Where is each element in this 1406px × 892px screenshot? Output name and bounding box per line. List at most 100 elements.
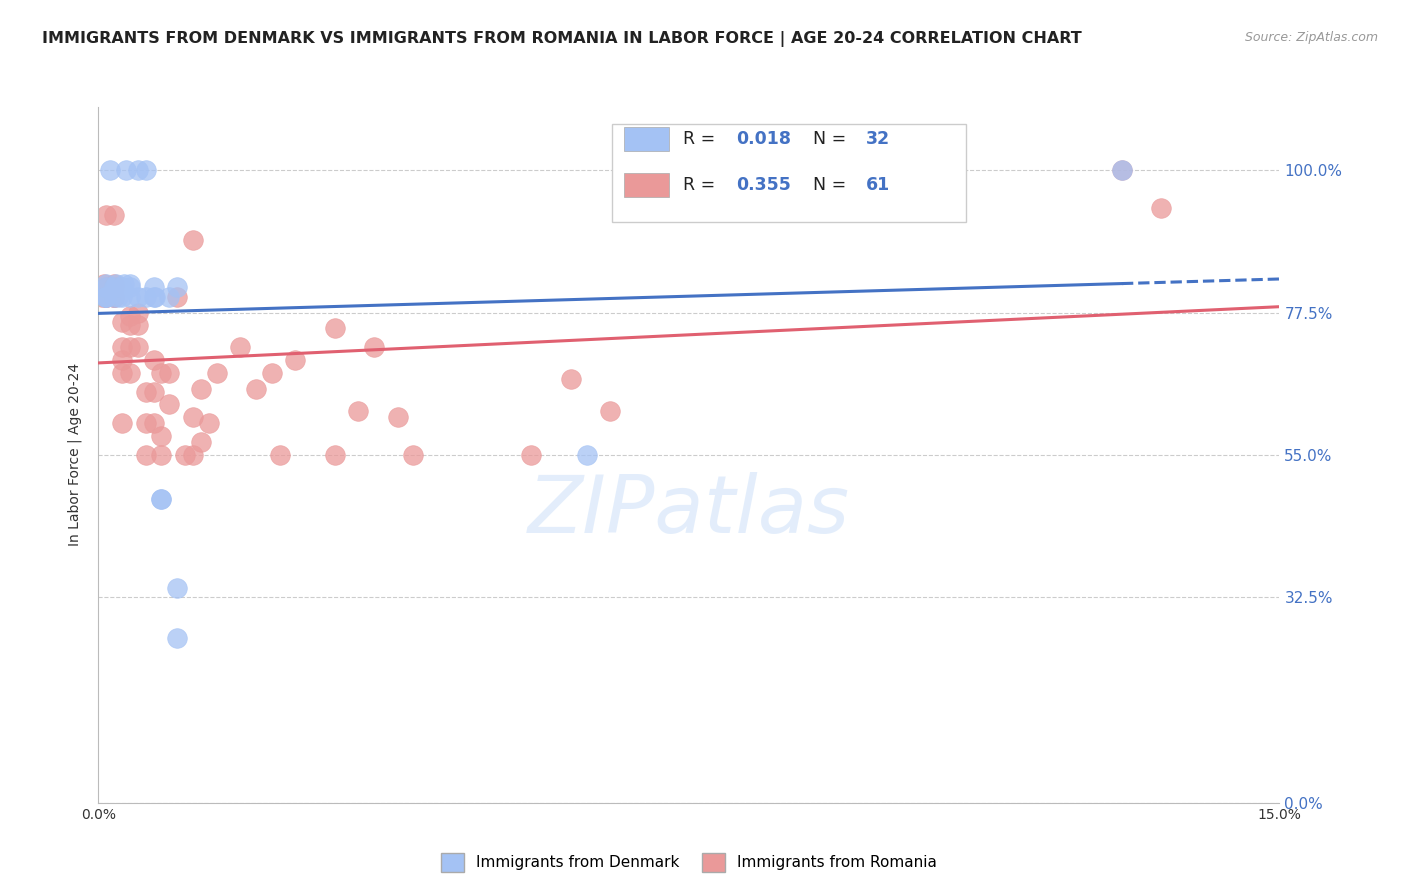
- Point: [96, 280, 118, 294]
- Legend: Immigrants from Denmark, Immigrants from Romania: Immigrants from Denmark, Immigrants from…: [440, 853, 938, 871]
- Point: [575, 448, 598, 462]
- Point: [111, 417, 134, 431]
- Point: [111, 340, 134, 354]
- Point: [157, 290, 180, 304]
- Point: [104, 277, 127, 292]
- Point: [229, 340, 252, 354]
- Point: [103, 277, 125, 292]
- Point: [111, 280, 134, 294]
- Point: [143, 290, 166, 304]
- Point: [323, 321, 346, 335]
- Point: [181, 233, 204, 247]
- Point: [127, 340, 149, 354]
- Point: [150, 448, 173, 462]
- Point: [174, 448, 197, 462]
- Point: [96, 290, 118, 304]
- Point: [103, 290, 125, 304]
- Point: [166, 290, 188, 304]
- Point: [284, 353, 307, 368]
- Point: [1111, 163, 1133, 178]
- Y-axis label: In Labor Force | Age 20-24: In Labor Force | Age 20-24: [67, 363, 83, 547]
- Point: [107, 290, 129, 304]
- Point: [142, 290, 165, 304]
- Point: [112, 277, 135, 292]
- Point: [142, 417, 165, 431]
- Point: [118, 318, 141, 333]
- Point: [135, 417, 157, 431]
- Point: [98, 163, 121, 178]
- Point: [93, 277, 115, 292]
- Point: [205, 366, 228, 380]
- Point: [197, 417, 219, 431]
- Point: [599, 403, 621, 417]
- Point: [142, 384, 165, 399]
- Point: [103, 290, 125, 304]
- Point: [323, 448, 346, 462]
- Point: [142, 353, 165, 368]
- Point: [96, 290, 118, 304]
- Point: [103, 280, 125, 294]
- Point: [96, 290, 118, 304]
- Point: [150, 492, 173, 507]
- Point: [118, 277, 141, 292]
- Text: ZIPatlas: ZIPatlas: [527, 472, 851, 549]
- Point: [118, 366, 141, 380]
- Point: [260, 366, 283, 380]
- Point: [127, 305, 149, 319]
- Text: IMMIGRANTS FROM DENMARK VS IMMIGRANTS FROM ROMANIA IN LABOR FORCE | AGE 20-24 CO: IMMIGRANTS FROM DENMARK VS IMMIGRANTS FR…: [42, 31, 1083, 47]
- Point: [127, 163, 149, 178]
- Point: [269, 448, 291, 462]
- Point: [96, 277, 118, 292]
- Point: [1111, 163, 1133, 178]
- Text: 0.018: 0.018: [737, 129, 792, 148]
- Text: 61: 61: [866, 177, 890, 194]
- Point: [118, 340, 141, 354]
- Point: [103, 290, 125, 304]
- Text: Source: ZipAtlas.com: Source: ZipAtlas.com: [1244, 31, 1378, 45]
- Point: [135, 163, 157, 178]
- Point: [103, 280, 125, 294]
- Point: [150, 492, 173, 507]
- Point: [181, 448, 204, 462]
- Point: [363, 340, 385, 354]
- Point: [1150, 201, 1173, 215]
- FancyBboxPatch shape: [624, 127, 669, 151]
- Point: [347, 403, 370, 417]
- Point: [96, 280, 118, 294]
- Point: [111, 315, 134, 329]
- Point: [111, 290, 134, 304]
- Point: [91, 290, 114, 304]
- Point: [166, 632, 188, 646]
- Point: [157, 366, 180, 380]
- Point: [166, 581, 188, 595]
- Text: N =: N =: [813, 129, 852, 148]
- Point: [111, 353, 134, 368]
- Point: [560, 372, 582, 386]
- Point: [115, 163, 138, 178]
- Point: [135, 384, 157, 399]
- Point: [118, 309, 141, 323]
- Point: [96, 290, 118, 304]
- Point: [135, 448, 157, 462]
- Text: N =: N =: [813, 177, 852, 194]
- Point: [96, 290, 118, 304]
- Text: 0.355: 0.355: [737, 177, 792, 194]
- Point: [93, 290, 115, 304]
- FancyBboxPatch shape: [612, 124, 966, 222]
- Point: [96, 208, 118, 222]
- Point: [190, 382, 212, 396]
- Point: [111, 366, 134, 380]
- Point: [127, 318, 149, 333]
- Point: [190, 435, 212, 450]
- Text: 32: 32: [866, 129, 890, 148]
- Point: [127, 290, 149, 304]
- Point: [157, 397, 180, 411]
- Point: [118, 280, 141, 294]
- Point: [118, 290, 141, 304]
- Point: [520, 448, 543, 462]
- Point: [150, 429, 173, 443]
- Point: [142, 280, 165, 294]
- Point: [245, 382, 267, 396]
- Text: R =: R =: [683, 177, 721, 194]
- Point: [181, 409, 204, 424]
